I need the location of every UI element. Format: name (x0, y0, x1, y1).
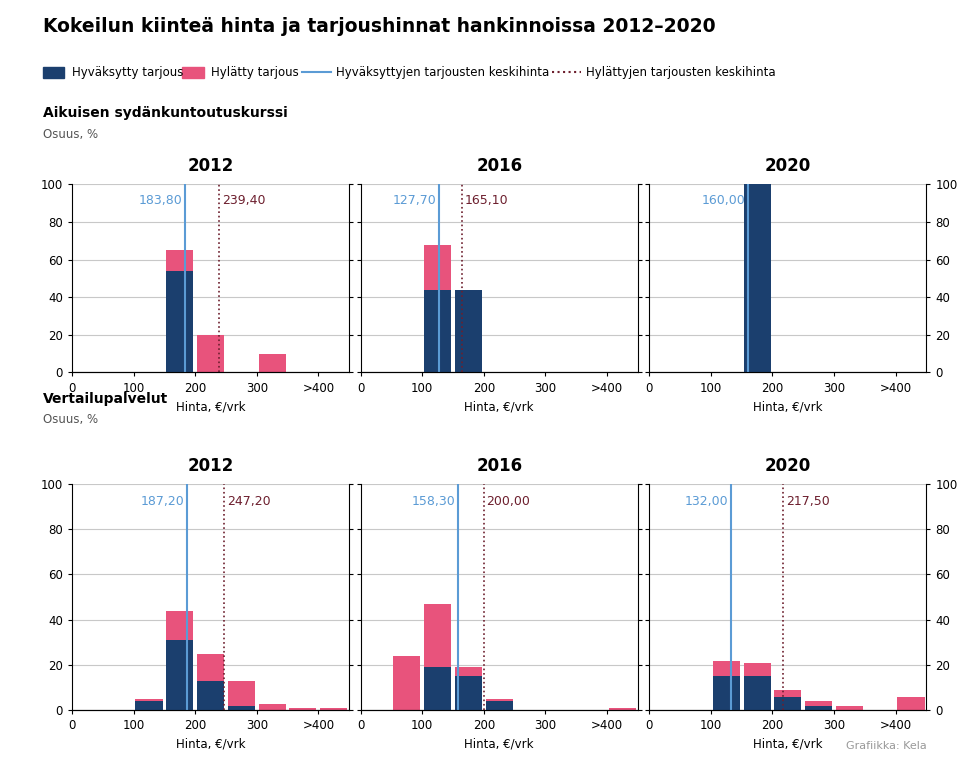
Text: Vertailupalvelut: Vertailupalvelut (43, 392, 168, 406)
Bar (775, 690, 802, 710)
Bar (805, 701, 832, 710)
Text: Kokeilun kiinteä hinta ja tarjoushinnat hankinnoissa 2012–2020: Kokeilun kiinteä hinta ja tarjoushinnat … (43, 17, 716, 36)
Text: 160,00: 160,00 (702, 194, 745, 207)
Text: 2020: 2020 (765, 157, 811, 175)
Bar (455, 290, 482, 372)
Bar (898, 697, 924, 710)
Text: 2020: 2020 (765, 457, 811, 475)
Bar (743, 677, 771, 710)
Bar (135, 701, 162, 710)
Bar (712, 660, 740, 710)
Text: Hyväksytty tarjous: Hyväksytty tarjous (72, 66, 183, 78)
Text: Osuus, %: Osuus, % (43, 413, 98, 426)
Bar (289, 708, 317, 710)
Bar (455, 677, 482, 710)
Text: 2012: 2012 (187, 157, 233, 175)
Text: Osuus, %: Osuus, % (43, 128, 98, 141)
Text: 132,00: 132,00 (684, 495, 728, 508)
Bar (197, 654, 224, 710)
Text: Hylätty tarjous: Hylätty tarjous (211, 66, 299, 78)
Bar (166, 250, 193, 372)
Text: Hyväksyttyjen tarjousten keskihinta: Hyväksyttyjen tarjousten keskihinta (336, 66, 549, 78)
Bar (743, 663, 771, 710)
Bar (197, 335, 224, 372)
Text: 200,00: 200,00 (487, 495, 530, 508)
Text: 165,10: 165,10 (465, 194, 509, 207)
Text: 217,50: 217,50 (785, 495, 829, 508)
Bar (166, 271, 193, 372)
Text: Aikuisen sydänkuntoutuskurssi: Aikuisen sydänkuntoutuskurssi (43, 106, 288, 120)
Bar (197, 681, 224, 710)
Text: Hylättyjen tarjousten keskihinta: Hylättyjen tarjousten keskihinta (586, 66, 776, 78)
Bar (743, 184, 771, 372)
X-axis label: Hinta, €/vrk: Hinta, €/vrk (465, 400, 534, 413)
Bar (258, 354, 286, 372)
Bar (805, 706, 832, 710)
X-axis label: Hinta, €/vrk: Hinta, €/vrk (176, 738, 246, 751)
Bar (609, 708, 636, 710)
Bar (424, 667, 451, 710)
Bar (166, 641, 193, 710)
Text: Grafiikka: Kela: Grafiikka: Kela (846, 741, 926, 751)
Text: 187,20: 187,20 (141, 495, 185, 508)
Bar (228, 706, 255, 710)
Text: 2012: 2012 (187, 457, 233, 475)
X-axis label: Hinta, €/vrk: Hinta, €/vrk (465, 738, 534, 751)
Bar (424, 604, 451, 710)
Bar (424, 244, 451, 372)
X-axis label: Hinta, €/vrk: Hinta, €/vrk (176, 400, 246, 413)
Bar (486, 699, 513, 710)
Bar (166, 611, 193, 710)
Bar (712, 677, 740, 710)
Bar (258, 703, 286, 710)
Bar (455, 316, 482, 372)
Text: 2016: 2016 (476, 157, 522, 175)
Bar (394, 656, 420, 710)
Bar (455, 667, 482, 710)
Text: 247,20: 247,20 (227, 495, 271, 508)
X-axis label: Hinta, €/vrk: Hinta, €/vrk (753, 738, 823, 751)
Bar (424, 290, 451, 372)
Bar (486, 701, 513, 710)
Text: 2016: 2016 (476, 457, 522, 475)
Bar (836, 706, 863, 710)
Bar (775, 697, 802, 710)
Text: 183,80: 183,80 (139, 194, 182, 207)
Bar (321, 708, 348, 710)
Text: 239,40: 239,40 (222, 194, 265, 207)
Text: 158,30: 158,30 (412, 495, 456, 508)
Bar (135, 699, 162, 710)
Text: 127,70: 127,70 (393, 194, 437, 207)
Bar (228, 681, 255, 710)
X-axis label: Hinta, €/vrk: Hinta, €/vrk (753, 400, 823, 413)
